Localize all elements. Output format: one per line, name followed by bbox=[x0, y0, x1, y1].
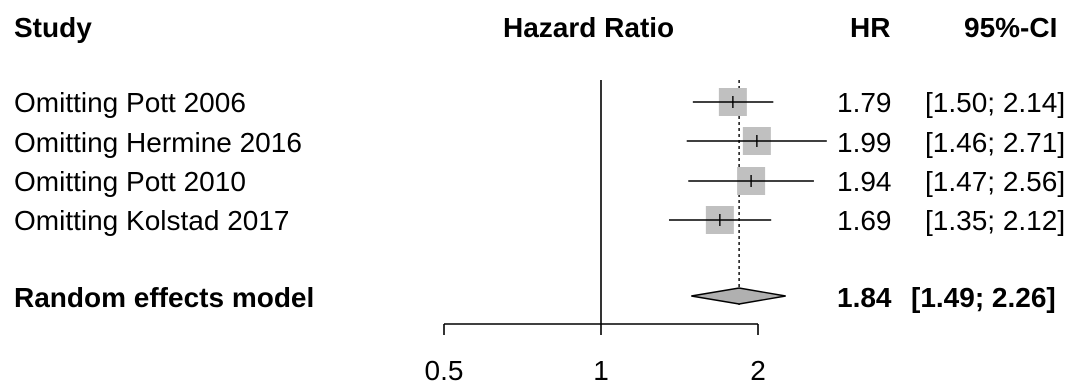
study-ci-3: [1.47; 2.56] bbox=[925, 166, 1066, 197]
study-hr-1: 1.79 bbox=[837, 87, 892, 118]
summary-label: Random effects model bbox=[14, 282, 315, 313]
summary-hr: 1.84 bbox=[837, 282, 892, 313]
ci-header: 95%-CI bbox=[964, 12, 1058, 43]
hazard-ratio-header: Hazard Ratio bbox=[503, 12, 675, 43]
study-ci-4: [1.35; 2.12] bbox=[925, 205, 1066, 236]
x-tick-label-2: 1 bbox=[593, 355, 609, 386]
study-ci-2: [1.46; 2.71] bbox=[925, 127, 1066, 158]
study-hr-3: 1.94 bbox=[837, 166, 892, 197]
study-hr-4: 1.69 bbox=[837, 205, 892, 236]
summary-ci: [1.49; 2.26] bbox=[911, 282, 1056, 313]
study-label-4: Omitting Kolstad 2017 bbox=[14, 205, 290, 236]
study-label-3: Omitting Pott 2010 bbox=[14, 166, 246, 197]
hr-header: HR bbox=[850, 12, 891, 43]
x-tick-label-3: 2 bbox=[750, 355, 766, 386]
study-label-2: Omitting Hermine 2016 bbox=[14, 127, 302, 158]
study-hr-2: 1.99 bbox=[837, 127, 892, 158]
x-tick-label-1: 0.5 bbox=[425, 355, 464, 386]
study-header: Study bbox=[14, 12, 92, 43]
study-ci-1: [1.50; 2.14] bbox=[925, 87, 1066, 118]
study-label-1: Omitting Pott 2006 bbox=[14, 87, 246, 118]
summary-diamond bbox=[691, 287, 786, 305]
